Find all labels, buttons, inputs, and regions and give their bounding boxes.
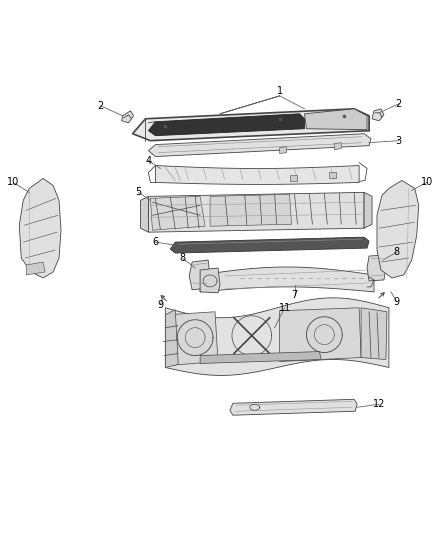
Text: 10: 10 (420, 177, 433, 188)
Polygon shape (148, 134, 371, 157)
Text: 2: 2 (396, 99, 402, 109)
Polygon shape (304, 109, 367, 130)
Text: 8: 8 (394, 247, 400, 257)
Polygon shape (372, 109, 384, 121)
Polygon shape (168, 312, 218, 366)
Text: 10: 10 (7, 177, 19, 188)
Polygon shape (364, 192, 372, 228)
Polygon shape (210, 195, 292, 226)
Polygon shape (279, 147, 286, 154)
Polygon shape (290, 175, 297, 181)
Polygon shape (148, 192, 364, 232)
Polygon shape (26, 262, 45, 275)
Polygon shape (377, 181, 419, 278)
Text: 1: 1 (276, 86, 283, 96)
Text: 8: 8 (179, 253, 185, 263)
Polygon shape (200, 352, 321, 364)
Text: 9: 9 (394, 297, 400, 307)
Polygon shape (361, 308, 387, 360)
Polygon shape (150, 196, 205, 230)
Polygon shape (122, 111, 134, 123)
Text: 2: 2 (98, 101, 104, 111)
Polygon shape (189, 260, 210, 290)
Text: 9: 9 (157, 300, 163, 310)
Text: 11: 11 (279, 303, 291, 313)
Polygon shape (230, 399, 357, 415)
Polygon shape (165, 310, 178, 367)
Polygon shape (165, 298, 389, 375)
Polygon shape (170, 237, 369, 253)
Text: 12: 12 (373, 399, 385, 409)
Polygon shape (133, 109, 369, 141)
Polygon shape (200, 268, 220, 293)
Polygon shape (19, 179, 61, 278)
Text: 7: 7 (291, 290, 298, 300)
Polygon shape (279, 308, 361, 361)
Text: 3: 3 (396, 136, 402, 146)
Text: 5: 5 (135, 188, 141, 197)
Polygon shape (155, 166, 359, 184)
Polygon shape (200, 267, 374, 292)
Polygon shape (329, 173, 336, 179)
Polygon shape (367, 255, 386, 281)
Text: 4: 4 (145, 156, 152, 166)
Polygon shape (141, 196, 148, 232)
Polygon shape (148, 114, 304, 136)
Text: 6: 6 (152, 237, 159, 247)
Polygon shape (334, 143, 341, 150)
